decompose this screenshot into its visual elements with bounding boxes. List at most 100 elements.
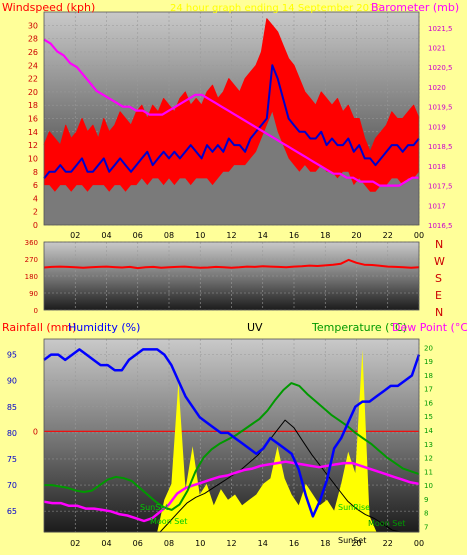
temp-y-tick: 9 (424, 496, 428, 504)
temp-y-tick: 18 (424, 372, 433, 380)
wind-y-tick: 4 (33, 194, 38, 203)
temp-y-tick: 12 (424, 455, 433, 463)
dir-y-tick: 360 (25, 239, 38, 247)
wind-y-tick: 24 (28, 61, 38, 70)
sunset-label-right: SunSet (338, 536, 366, 545)
top-x-tick: 22 (383, 231, 393, 240)
wind-y-tick: 2 (33, 208, 38, 217)
wind-y-tick: 12 (28, 141, 38, 150)
dir-y-tick: 0 (34, 307, 38, 315)
humidity-y-tick: 85 (7, 403, 17, 412)
baro-y-tick: 1020 (428, 84, 446, 92)
baro-y-tick: 1021,5 (428, 25, 453, 33)
panel-frame-1 (43, 241, 420, 311)
wind-y-tick: 0 (33, 221, 38, 230)
top-x-tick: 08 (164, 231, 174, 240)
wind-gust-line (43, 18, 420, 153)
humidity-line (43, 348, 421, 518)
moonset-label-right: Moon Set (368, 519, 405, 528)
compass-e: E (435, 289, 442, 302)
wind-y-tick: 10 (28, 154, 38, 163)
temp-y-tick: 10 (424, 482, 433, 490)
bottom-x-tick: 14 (258, 539, 268, 548)
dir-y-tick: 270 (25, 256, 38, 264)
chart-title: 24 hour graph ending 14 September 2016 (170, 3, 382, 14)
temp-y-tick: 7 (424, 523, 428, 531)
temp-y-tick: 17 (424, 386, 433, 394)
dewpoint-line (43, 460, 420, 523)
wind-y-tick: 30 (28, 21, 38, 30)
top-x-tick: 02 (70, 231, 80, 240)
bottom-x-tick: 10 (195, 539, 205, 548)
wind-y-tick: 6 (33, 181, 38, 190)
dewpoint-axis-label: Dew Point (°C) (392, 321, 467, 334)
top-x-tick: 18 (320, 231, 330, 240)
wind-y-tick: 16 (28, 115, 38, 124)
wind-y-tick: 26 (28, 48, 38, 57)
bottom-x-tick: 16 (289, 539, 299, 548)
top-x-tick: 16 (289, 231, 299, 240)
baro-y-tick: 1020,5 (428, 64, 453, 72)
compass-n-bottom: N (435, 306, 443, 319)
baro-y-tick: 1017,5 (428, 183, 453, 191)
barometer-line (43, 38, 419, 187)
rain-zero-tick: 0 (33, 427, 38, 436)
humidity-y-tick: 90 (7, 377, 17, 386)
baro-y-tick: 1018 (428, 163, 446, 171)
top-x-tick: 06 (133, 231, 143, 240)
temp-y-tick: 20 (424, 344, 433, 352)
windspeed-axis-label: Windspeed (kph) (2, 1, 95, 14)
baro-y-tick: 1021 (428, 45, 446, 53)
humidity-y-tick: 70 (7, 481, 17, 490)
uv-axis-label: UV (247, 321, 263, 334)
barometer-axis-label: Barometer (mb) (371, 1, 459, 14)
bottom-x-tick: 00 (414, 539, 424, 548)
panel-frame-2 (43, 338, 420, 533)
compass-s: S (435, 272, 442, 285)
humidity-y-tick: 95 (7, 351, 17, 360)
bottom-x-tick: 04 (101, 539, 111, 548)
wind-low-mask (44, 111, 419, 225)
baro-y-tick: 1016,5 (428, 222, 453, 230)
rainfall-axis-label: Rainfall (mm) (2, 321, 76, 334)
bottom-x-tick: 12 (226, 539, 236, 548)
temperature-line (44, 382, 420, 511)
top-x-tick: 20 (351, 231, 361, 240)
humidity-y-tick: 75 (7, 455, 17, 464)
baro-y-tick: 1019 (428, 123, 446, 131)
sunset-label-left: SunSet (140, 503, 168, 512)
top-x-tick: 12 (226, 231, 236, 240)
top-x-tick: 04 (101, 231, 111, 240)
temp-y-tick: 11 (424, 468, 433, 476)
humidity-axis-label: Humidity (%) (68, 321, 140, 334)
wind-y-tick: 20 (28, 88, 38, 97)
moonrise-label: Moon Rise (220, 519, 261, 528)
temp-y-tick: 14 (424, 427, 433, 435)
bottom-x-tick: 02 (70, 539, 80, 548)
wind-y-tick: 18 (28, 101, 38, 110)
wind-average-line (43, 64, 420, 180)
compass-n-top: N (435, 238, 443, 251)
wind-direction-line (43, 258, 420, 270)
baro-y-tick: 1019,5 (428, 104, 453, 112)
temp-y-tick: 15 (424, 413, 433, 421)
bottom-x-tick: 20 (351, 539, 361, 548)
bottom-x-tick: 18 (320, 539, 330, 548)
temp-y-tick: 19 (424, 358, 433, 366)
bottom-x-tick: 06 (133, 539, 143, 548)
wind-y-tick: 14 (28, 128, 38, 137)
bottom-x-tick: 08 (164, 539, 174, 548)
moonset-label-left: Moon Set (150, 517, 187, 526)
top-x-tick: 10 (195, 231, 205, 240)
wind-y-tick: 28 (28, 35, 38, 44)
sunrise-label: SunRise (338, 503, 370, 512)
wind-y-tick: 8 (33, 168, 38, 177)
top-x-tick: 14 (258, 231, 268, 240)
baro-y-tick: 1017 (428, 202, 446, 210)
temperature-axis-label: Temperature (°C) (311, 321, 407, 334)
temp-y-tick: 8 (424, 510, 428, 518)
dir-y-tick: 180 (25, 273, 38, 281)
temp-y-tick: 16 (424, 399, 433, 407)
humidity-y-tick: 65 (7, 507, 17, 516)
